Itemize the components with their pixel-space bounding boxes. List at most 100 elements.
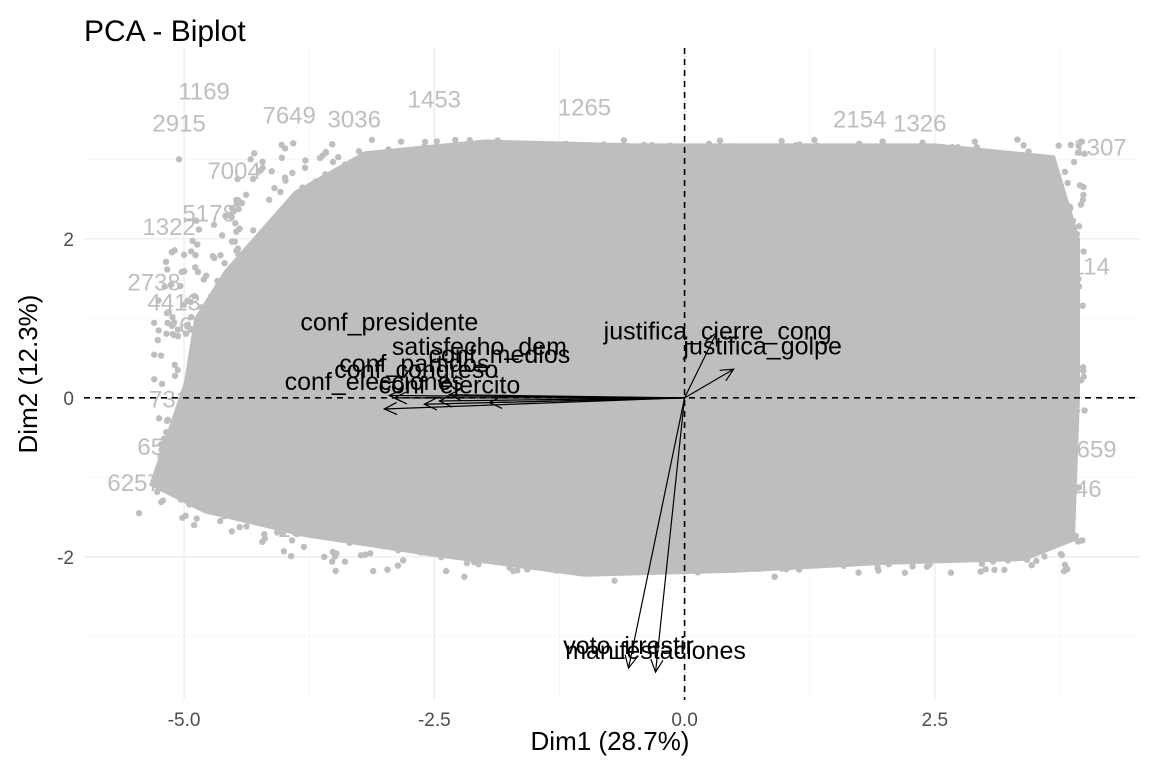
individual-point: [336, 511, 344, 519]
individual-point: [991, 566, 998, 574]
individual-point: [1075, 484, 1083, 491]
individual-point: [404, 183, 412, 190]
individual-point: [692, 469, 699, 476]
individual-point: [332, 198, 339, 205]
individual-point: [356, 240, 364, 247]
individual-point: [717, 518, 725, 525]
individual-point: [514, 471, 521, 478]
individual-point: [1060, 567, 1068, 575]
individual-point: [745, 375, 752, 382]
individual-point: [247, 445, 255, 453]
individual-point: [428, 383, 436, 390]
individual-point: [563, 364, 571, 372]
individual-point: [732, 177, 740, 185]
individual-point: [1007, 440, 1015, 448]
individual-label: 2738: [127, 270, 180, 297]
individual-point: [461, 446, 469, 453]
individual-point: [426, 299, 434, 306]
individual-point: [294, 214, 301, 221]
individual-point: [999, 278, 1006, 285]
individual-point: [228, 278, 235, 285]
individual-point: [815, 368, 822, 375]
variable-arrowhead: [650, 658, 664, 674]
individual-point: [911, 281, 918, 288]
individual-point: [484, 226, 491, 234]
individual-point: [233, 467, 241, 474]
individual-point: [926, 521, 934, 528]
individual-point: [242, 191, 250, 198]
individual-point: [370, 442, 378, 450]
individual-point: [523, 483, 530, 491]
individual-point: [592, 560, 600, 567]
individual-point: [223, 510, 231, 517]
individual-point: [617, 507, 624, 514]
individual-point: [811, 320, 818, 328]
individual-point: [191, 377, 198, 385]
individual-point: [801, 427, 809, 434]
individual-point: [995, 271, 1003, 279]
individual-point: [1000, 432, 1007, 439]
individual-point: [741, 189, 749, 196]
individual-point: [694, 343, 701, 350]
individual-point: [789, 198, 796, 206]
individual-point: [590, 323, 598, 330]
individual-point: [384, 155, 391, 162]
individual-point: [693, 504, 700, 512]
individual-point: [1021, 454, 1028, 462]
individual-point: [647, 173, 654, 180]
individual-point: [1029, 326, 1036, 334]
individual-point: [284, 261, 292, 269]
individual-point: [836, 417, 843, 424]
individual-point: [506, 223, 513, 231]
individual-point: [490, 477, 497, 485]
individual-point: [561, 350, 568, 358]
individual-point: [760, 322, 767, 330]
individual-point: [621, 435, 628, 443]
individual-point: [614, 447, 621, 455]
individual-point: [375, 508, 382, 515]
individual-point: [402, 540, 409, 547]
individual-point: [476, 143, 483, 150]
individual-point: [258, 299, 265, 307]
individual-point: [958, 165, 965, 173]
individual-point: [762, 350, 770, 358]
individual-point: [587, 217, 594, 224]
individual-point: [723, 406, 731, 413]
individual-point: [1050, 375, 1058, 382]
individual-label: 6257: [107, 470, 160, 497]
individual-point: [413, 475, 420, 483]
individual-point: [503, 251, 511, 259]
individual-point: [909, 534, 916, 541]
individual-point: [689, 226, 696, 234]
variable-label: voto_irrestir: [563, 632, 694, 660]
individual-point: [495, 530, 503, 537]
individual-point: [880, 163, 888, 170]
individual-point: [940, 504, 947, 511]
individual-point: [954, 412, 962, 419]
individual-point: [850, 293, 858, 300]
individual-point: [824, 343, 831, 351]
individual-point: [260, 281, 268, 288]
individual-point: [459, 535, 466, 543]
individual-point: [890, 224, 898, 231]
individual-point: [425, 505, 432, 512]
individual-point: [670, 271, 677, 279]
individual-point: [383, 215, 390, 223]
individual-point: [626, 253, 634, 260]
individual-point: [829, 161, 836, 168]
individual-point: [208, 292, 215, 300]
individual-point: [753, 284, 761, 291]
individual-label: 7649: [262, 103, 315, 130]
individual-point: [403, 253, 411, 260]
individual-point: [673, 546, 681, 553]
individual-point: [311, 504, 319, 512]
individual-point: [397, 257, 404, 265]
individual-point: [358, 273, 365, 281]
individual-point: [724, 160, 732, 167]
individual-point: [797, 160, 804, 168]
individual-point: [811, 281, 818, 288]
individual-point: [936, 262, 943, 269]
individual-point: [251, 321, 258, 329]
individual-point: [1031, 316, 1038, 323]
individual-point: [304, 261, 311, 269]
